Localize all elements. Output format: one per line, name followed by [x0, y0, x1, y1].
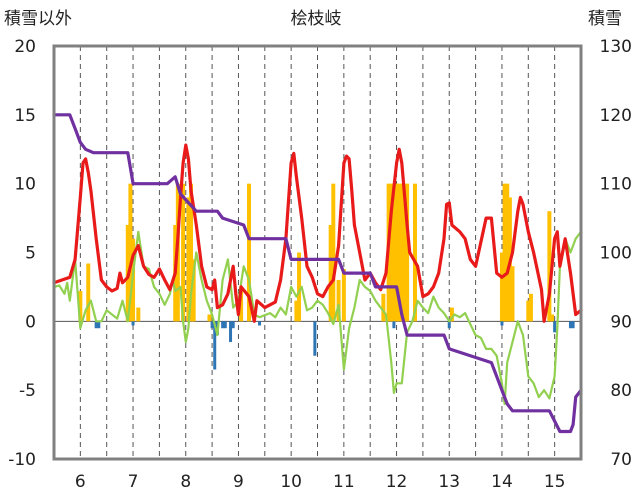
left-tick-label: -10 [8, 450, 36, 470]
left-tick-label: 15 [14, 106, 36, 126]
precip-bar [189, 183, 194, 322]
temperature-line [52, 143, 583, 323]
precip-bar [136, 307, 141, 322]
x-tick-label: 8 [180, 472, 191, 492]
left-axis-label: 積雪以外 [4, 9, 72, 29]
x-tick-label: 11 [333, 472, 355, 492]
x-tick-label: 14 [491, 472, 513, 492]
precip-bar [399, 183, 404, 322]
precip-bar [397, 183, 402, 322]
right-tick-label: 100 [600, 244, 632, 264]
precip-bar [550, 314, 555, 322]
negative-bar [221, 321, 225, 329]
negative-bar [131, 321, 135, 326]
negative-bar [313, 321, 317, 356]
precip-bar [402, 183, 407, 322]
chart-title: 桧枝岐 [291, 9, 342, 29]
right-tick-label: 110 [600, 175, 632, 195]
left-tick-label: 5 [25, 244, 36, 264]
x-tick-label: 13 [438, 472, 460, 492]
precip-bar [449, 307, 454, 322]
precip-bar [499, 252, 504, 322]
precip-bar [526, 300, 531, 322]
precip-bar [207, 314, 212, 322]
negative-bar [258, 321, 262, 326]
precip-bar [505, 183, 510, 322]
precip-bar [412, 183, 417, 322]
right-tick-label: 70 [610, 450, 632, 470]
x-tick-label: 12 [386, 472, 408, 492]
x-tick-label: 9 [233, 472, 244, 492]
precip-bar [547, 211, 552, 322]
precip-bar [128, 183, 133, 322]
precip-bar [405, 183, 410, 322]
precip-bar [391, 183, 396, 322]
precip-bar [297, 252, 302, 322]
right-tick-label: 130 [600, 37, 632, 57]
left-tick-label: -5 [19, 381, 36, 401]
negative-bar [571, 321, 575, 329]
precip-bar [510, 266, 515, 322]
negative-bar [229, 321, 233, 342]
precip-bar [246, 183, 251, 322]
precip-bar [331, 183, 336, 322]
negative-bar [553, 321, 557, 333]
negative-bar [231, 321, 235, 329]
right-tick-label: 90 [610, 312, 632, 332]
negative-bar [392, 321, 396, 329]
precip-bar [394, 183, 399, 322]
precip-bar [86, 263, 91, 322]
precip-bar [294, 300, 299, 322]
negative-bar [210, 321, 214, 329]
x-tick-label: 15 [544, 472, 566, 492]
precip-bar [186, 197, 191, 322]
snow-depth-line [52, 113, 583, 434]
precip-bar [381, 293, 386, 322]
negative-bar [447, 321, 451, 329]
precip-bar [389, 183, 394, 322]
x-tick-label: 6 [75, 472, 86, 492]
x-tick-label: 10 [280, 472, 302, 492]
right-axis-label: 積雪 [588, 9, 622, 29]
negative-bar [500, 321, 504, 326]
precip-bar [328, 224, 333, 322]
plot-frame [52, 44, 583, 461]
negative-bar [97, 321, 101, 329]
right-tick-label: 120 [600, 106, 632, 126]
left-tick-label: 0 [25, 312, 36, 332]
precip-bar [239, 286, 244, 322]
x-tick-label: 7 [128, 472, 139, 492]
precip-bar [502, 183, 507, 322]
precip-bar [78, 291, 83, 322]
precip-bar [181, 183, 186, 322]
series-lines [52, 113, 583, 434]
right-tick-label: 80 [610, 381, 632, 401]
precip-bar [191, 259, 196, 322]
tick-labels: 20 15 10 5 0 -5 -10 130 120 110 100 90 80 70 6 7 8 9 10 11 1… [8, 37, 632, 492]
left-tick-label: 20 [14, 37, 36, 57]
precip-bar [336, 280, 341, 322]
left-tick-label: 10 [14, 175, 36, 195]
negative-bar [213, 321, 217, 370]
precip-bar [528, 293, 533, 322]
negative-bar [94, 321, 98, 329]
negative-bar [568, 321, 572, 329]
negative-bar [223, 321, 227, 329]
precip-bar [341, 269, 346, 322]
